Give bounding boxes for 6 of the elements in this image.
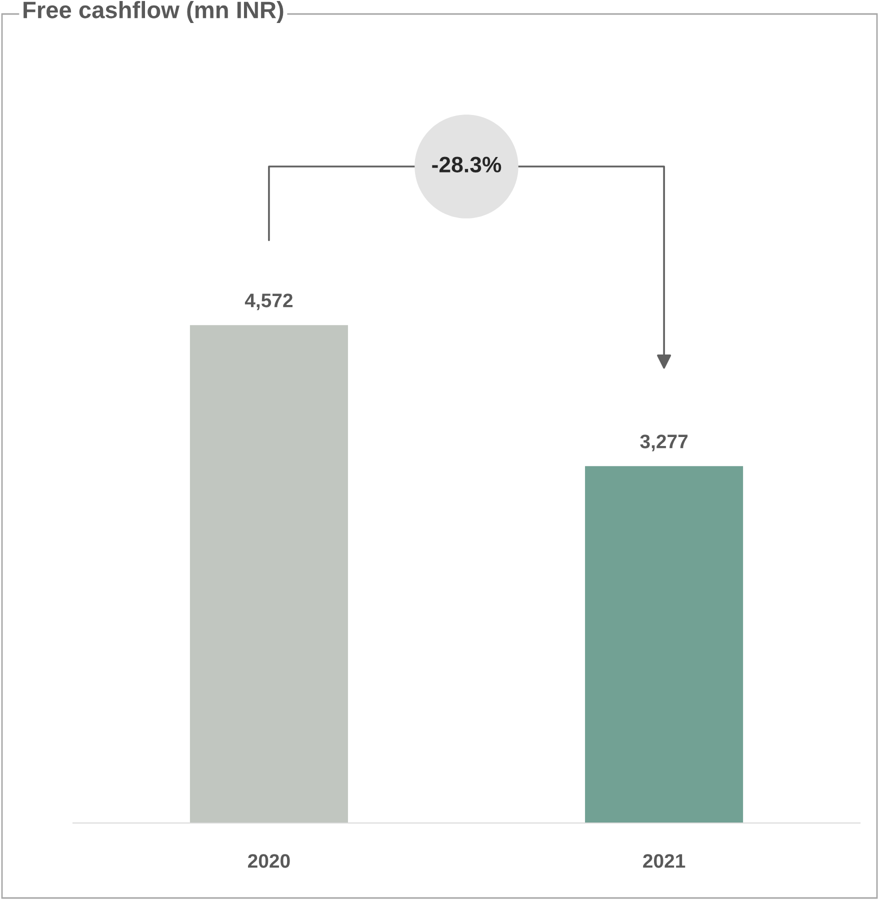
data-label: 4,572 [244, 294, 293, 310]
data-label: 3,277 [640, 434, 688, 452]
chart-title: Free cashflow (mn INR) [24, 0, 284, 24]
text: -28.3% [432, 156, 502, 173]
x-tick-label: 2020 [248, 854, 290, 868]
x-tick-label: 2021 [643, 854, 686, 868]
